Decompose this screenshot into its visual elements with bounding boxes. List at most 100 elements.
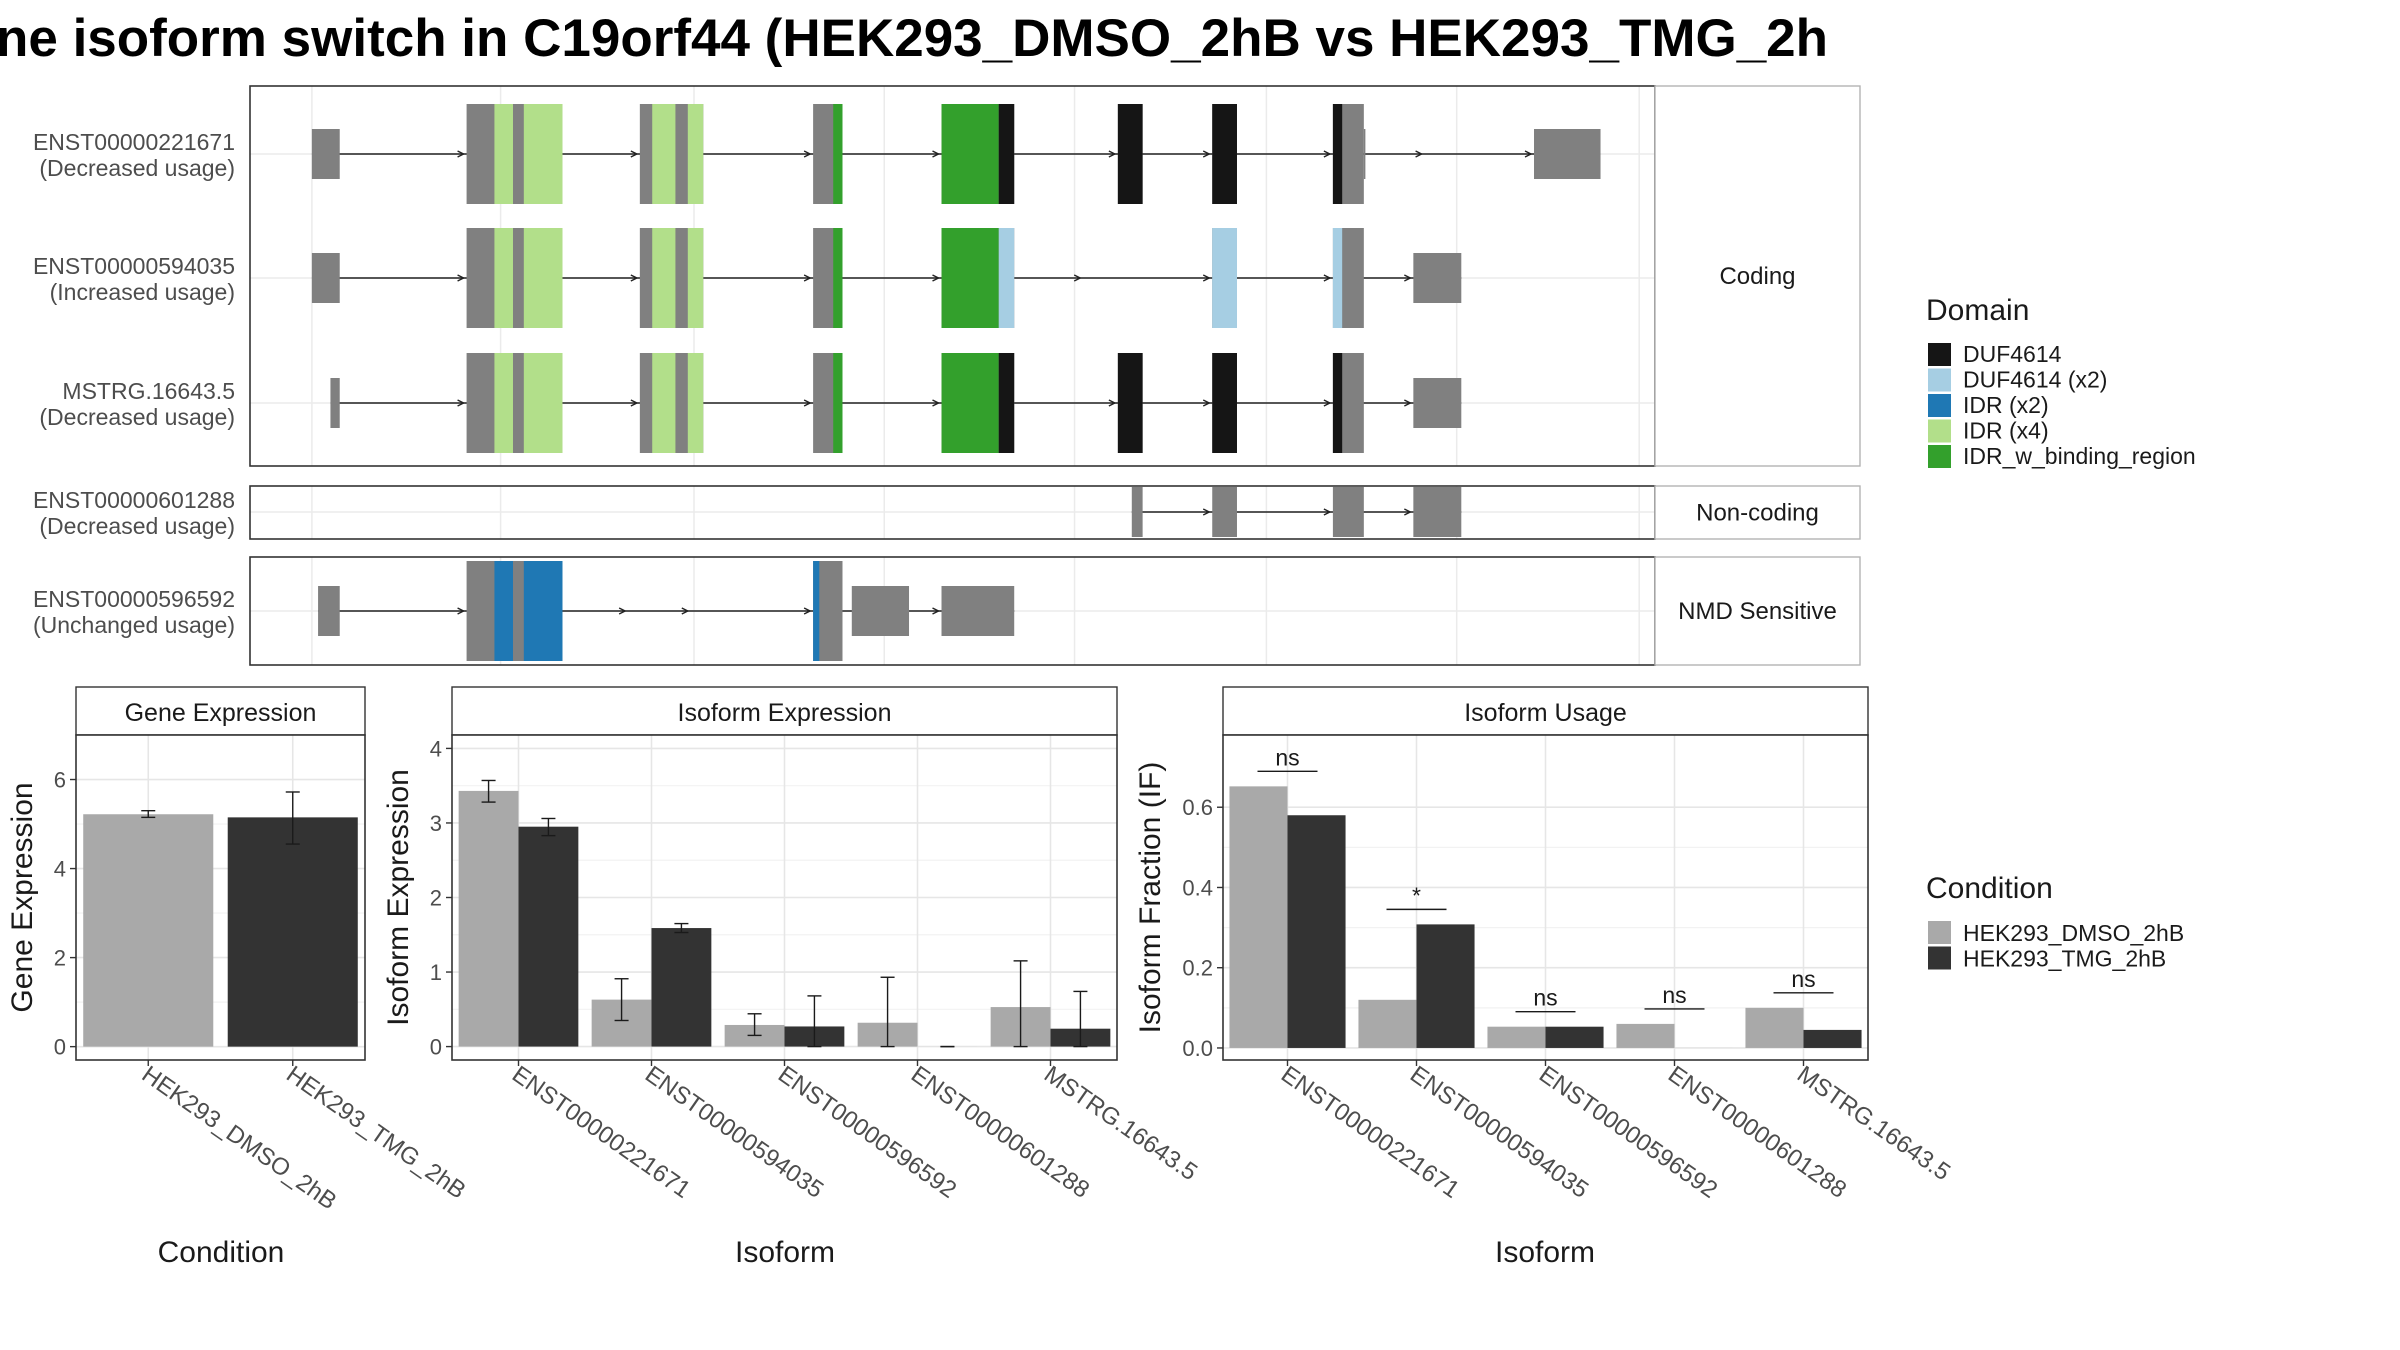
facet-label-non-coding: Non-coding	[1696, 500, 1819, 527]
y-tick-label: 6	[54, 768, 66, 793]
intron-arrow	[932, 399, 941, 407]
intron-arrow	[1202, 508, 1211, 516]
transcript-enst00000601288	[1131, 487, 1462, 537]
domain-duf4614-x2	[1212, 228, 1237, 328]
domain-idr-x4	[687, 353, 704, 453]
domain-duf4614	[1117, 104, 1143, 204]
y-axis-title: Isoform Fraction (IF)	[1134, 762, 1167, 1034]
panel-title: Isoform Expression	[678, 699, 892, 727]
y-axis-title: Isoform Expression	[382, 769, 415, 1026]
exon	[1332, 487, 1364, 537]
intron-arrow	[1404, 508, 1412, 516]
domain-duf4614	[998, 104, 1015, 204]
intron-arrow	[1404, 399, 1412, 407]
domain-idr-w-binding-region	[833, 353, 843, 453]
x-axis-title: Isoform	[735, 1236, 835, 1269]
y-axis-title: Gene Expression	[6, 782, 39, 1012]
exon	[311, 253, 340, 303]
legend-label-idr-x4: IDR (x4)	[1963, 418, 2049, 444]
transcript-enst00000596592	[318, 561, 1015, 661]
significance-label: ns	[1533, 985, 1557, 1011]
domain-duf4614	[1332, 104, 1343, 204]
intron-arrow	[1323, 274, 1332, 282]
bars	[1229, 786, 1862, 1048]
intron-arrow	[457, 399, 466, 407]
significance-label: ns	[1275, 744, 1299, 770]
domain-idr-w-binding-region	[941, 104, 999, 204]
y-tick-label: 4	[54, 857, 66, 882]
exon	[1413, 378, 1462, 428]
y-tick-label: 0.2	[1182, 956, 1213, 981]
panel-title: Gene Expression	[125, 699, 317, 727]
facet-strip	[1654, 556, 1861, 666]
bar-mstrg-16643-5-hek293-dmso-2hb	[1745, 1007, 1804, 1048]
domain-idr-x4	[494, 104, 513, 204]
domain-duf4614	[1117, 353, 1143, 453]
legend-key-idr-x4	[1928, 419, 1951, 443]
domain-idr-x4	[523, 104, 563, 204]
facet-label-nmd-sensitive: NMD Sensitive	[1678, 598, 1837, 625]
significance-label: ns	[1791, 966, 1815, 992]
intron-arrow	[932, 607, 941, 615]
legend-key-hek293-tmg-2hb	[1928, 946, 1951, 970]
transcript-usage-label: (Increased usage)	[50, 279, 235, 305]
domain-duf4614	[1332, 353, 1343, 453]
transcript-usage-label: (Unchanged usage)	[33, 612, 235, 638]
legend-key-hek293-dmso-2hb	[1928, 921, 1951, 944]
legend-label-hek293-dmso-2hb: HEK293_DMSO_2hB	[1963, 920, 2184, 946]
condition-legend-title: Condition	[1926, 872, 2053, 905]
intron-arrow	[1323, 508, 1332, 516]
facet-strip	[1654, 85, 1861, 467]
exon	[1413, 487, 1462, 537]
bar-enst00000221671-hek293-tmg-2hb	[1287, 815, 1346, 1048]
bar-enst00000594035-hek293-dmso-2hb	[1358, 999, 1417, 1048]
legend-key-duf4614	[1928, 343, 1951, 366]
exon	[330, 378, 340, 428]
exon	[318, 586, 340, 636]
intron-arrow	[1108, 399, 1117, 407]
structure-panel-nmd-sensitive: NMD Sensitive	[249, 556, 1861, 666]
transcript-usage-label: (Decreased usage)	[39, 404, 235, 430]
domain-idr-x4	[494, 353, 513, 453]
domain-idr-x4	[687, 228, 704, 328]
legend-key-duf4614-x2	[1928, 368, 1951, 392]
intron-arrow	[1108, 150, 1117, 158]
bar-enst00000596592-hek293-dmso-2hb	[1487, 1026, 1546, 1048]
bar-hek293-tmg-2hb	[227, 817, 358, 1047]
y-tick-label: 0	[430, 1035, 442, 1060]
transcript-label-enst00000594035: ENST00000594035	[33, 253, 235, 279]
structure-panel-coding: Coding	[249, 85, 1861, 467]
domain-duf4614	[1212, 353, 1237, 453]
intron-arrow	[1202, 274, 1211, 282]
domain-idr-w-binding-region	[941, 228, 999, 328]
domain-legend-title: Domain	[1926, 294, 2029, 327]
intron-arrow	[1404, 274, 1412, 282]
intron-arrow	[681, 607, 690, 615]
bar-enst00000221671-hek293-dmso-2hb	[458, 790, 519, 1047]
legend-label-hek293-tmg-2hb: HEK293_TMG_2hB	[1963, 946, 2166, 972]
structure-panel-non-coding: Non-coding	[249, 485, 1861, 540]
transcript-enst00000221671	[311, 104, 1601, 204]
intron-arrow	[618, 607, 627, 615]
intron-arrow	[1323, 399, 1332, 407]
panel-isoform-expression: Isoform Expression01234ENST00000221671EN…	[382, 686, 1202, 1269]
bars	[83, 791, 358, 1047]
transcript-label-mstrg-16643-5: MSTRG.16643.5	[62, 378, 235, 404]
exon	[1212, 487, 1237, 537]
significance-label: *	[1412, 882, 1421, 908]
y-tick-label: 1	[430, 960, 442, 985]
exon	[941, 586, 1015, 636]
domain-idr-w-binding-region	[833, 228, 843, 328]
bar-mstrg-16643-5-hek293-tmg-2hb	[1803, 1029, 1862, 1048]
legend-key-idr-x2	[1928, 394, 1951, 417]
intron-arrow	[630, 150, 639, 158]
intron-arrow	[803, 399, 812, 407]
figure-title: ne isoform switch in C19orf44 (HEK293_DM…	[0, 9, 1828, 68]
intron-arrow	[932, 274, 941, 282]
intron-arrow	[803, 150, 812, 158]
bar-hek293-dmso-2hb	[83, 814, 214, 1047]
domain-idr-w-binding-region	[833, 104, 843, 204]
